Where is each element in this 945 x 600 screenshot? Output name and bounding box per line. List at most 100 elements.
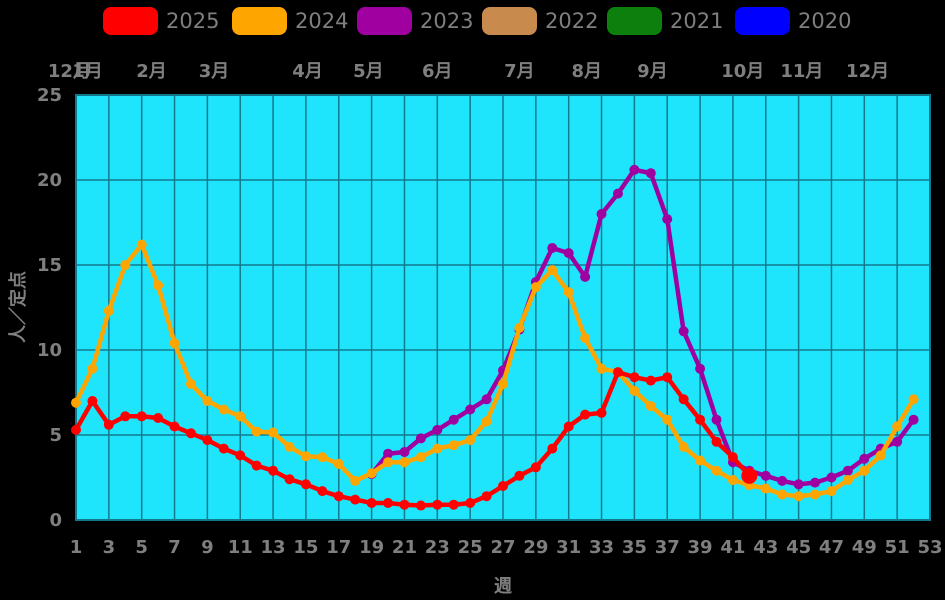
series-point-2024 (727, 475, 738, 486)
series-point-2024 (284, 441, 295, 452)
series-point-2024 (448, 440, 459, 451)
series-point-2024 (596, 363, 607, 374)
series-point-2024 (563, 287, 574, 298)
series-point-2024 (136, 239, 147, 250)
series-point-2023 (760, 470, 771, 481)
y-tick-label: 0 (49, 510, 62, 531)
legend-label: 2021 (670, 9, 724, 33)
x-tick-label: 21 (392, 537, 417, 558)
legend-item-2021[interactable]: 2021 (607, 7, 723, 35)
series-point-2025 (481, 491, 492, 502)
x-tick-label: 53 (917, 537, 942, 558)
y-axis-title: 人／定点 (7, 271, 29, 343)
month-label: 4月 (292, 61, 323, 82)
x-tick-label: 3 (103, 537, 116, 558)
series-line-2023 (369, 167, 916, 487)
series-point-2023 (580, 271, 591, 282)
series-point-2024 (317, 452, 328, 463)
legend-label: 2022 (545, 9, 599, 33)
x-tick-label: 45 (786, 537, 811, 558)
x-tick-label: 27 (490, 537, 515, 558)
month-label: 11月 (780, 61, 823, 82)
series-point-2025 (695, 414, 706, 425)
legend-swatch-2021 (607, 7, 662, 35)
series-point-2024 (465, 435, 476, 446)
series-point-2023 (859, 453, 870, 464)
x-tick-label: 31 (556, 537, 581, 558)
legend-item-2022[interactable]: 2022 (482, 7, 598, 35)
x-tick-label: 43 (753, 537, 778, 558)
series-point-2025 (547, 443, 558, 454)
series-point-2025 (678, 394, 689, 405)
series-point-2024 (859, 465, 870, 476)
x-tick-label: 37 (655, 537, 680, 558)
series-point-2024 (580, 333, 591, 344)
series-point-2023 (448, 414, 459, 425)
legend-item-2023[interactable]: 2023 (357, 7, 473, 35)
series-point-2023 (908, 414, 919, 425)
legend-label: 2024 (295, 9, 349, 33)
series-point-2025 (366, 498, 377, 508)
series-last-point-2025 (741, 467, 758, 484)
y-tick-label: 5 (49, 425, 62, 446)
y-tick-label: 10 (37, 340, 62, 361)
series-point-2025 (530, 462, 541, 473)
series-point-2024 (185, 379, 196, 389)
series-point-2025 (218, 443, 229, 454)
series-point-2024 (333, 458, 344, 469)
series-point-2024 (415, 452, 426, 463)
x-tick-label: 13 (261, 537, 286, 558)
x-tick-label: 41 (720, 537, 745, 558)
x-tick-label: 17 (326, 537, 351, 558)
x-tick-label: 23 (425, 537, 450, 558)
series-point-2024 (268, 427, 279, 438)
x-tick-label: 11 (228, 537, 253, 558)
legend-item-2025[interactable]: 2025 (103, 7, 219, 35)
legend-label: 2023 (420, 9, 474, 33)
series-point-2025 (284, 474, 295, 485)
series-point-2023 (465, 404, 476, 415)
series-point-2023 (842, 465, 853, 476)
series-point-2025 (103, 419, 114, 430)
series-point-2025 (268, 465, 279, 476)
legend-swatch-2025 (103, 7, 158, 35)
series-point-2025 (448, 499, 459, 510)
series-point-2025 (300, 479, 311, 490)
x-tick-label: 9 (201, 537, 214, 558)
series-point-2024 (793, 491, 804, 502)
series-point-2023 (399, 447, 410, 457)
month-label: 2月 (136, 61, 167, 82)
legend-item-2020[interactable]: 2020 (735, 7, 851, 35)
series-point-2025 (202, 435, 213, 446)
series-point-2024 (202, 396, 213, 406)
x-tick-label: 25 (458, 537, 483, 558)
series-point-2024 (169, 338, 180, 349)
x-tick-label: 7 (168, 537, 181, 558)
series-point-2024 (662, 414, 673, 425)
series-point-2023 (826, 472, 837, 483)
month-label: 12月 (48, 61, 91, 82)
series-point-2024 (695, 455, 706, 466)
series-point-2024 (366, 468, 377, 479)
series-point-2024 (153, 280, 164, 291)
legend-item-2024[interactable]: 2024 (232, 7, 348, 35)
series-point-2024 (760, 483, 771, 494)
x-tick-label: 1 (70, 537, 83, 558)
series-point-2024 (629, 385, 640, 396)
series-point-2024 (514, 322, 525, 333)
month-label: 9月 (637, 61, 668, 82)
series-point-2023 (563, 248, 574, 259)
series-point-2024 (383, 457, 394, 468)
series-point-2024 (71, 397, 81, 408)
series-point-2024 (498, 379, 508, 389)
x-tick-label: 47 (819, 537, 844, 558)
series-point-2025 (563, 421, 574, 432)
series-2025 (71, 367, 758, 511)
x-tick-label: 15 (293, 537, 318, 558)
series-point-2025 (465, 498, 476, 508)
series-point-2024 (645, 401, 656, 412)
month-label: 7月 (504, 61, 535, 82)
y-tick-label: 25 (37, 85, 62, 106)
